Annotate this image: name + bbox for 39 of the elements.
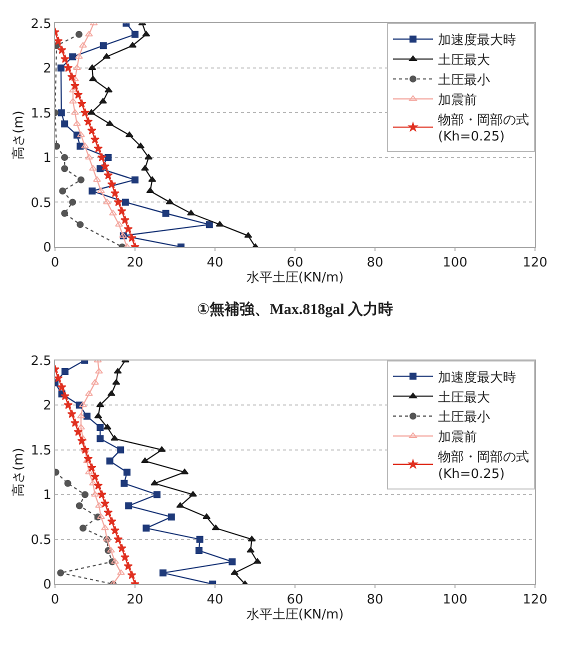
y-axis-title: 高さ(m): [10, 110, 27, 160]
legend-label: 土圧最小: [438, 73, 490, 88]
legend-label: 土圧最大: [438, 390, 490, 406]
x-tick-label: 80: [366, 256, 384, 271]
y-axis-title: 高さ(m): [10, 448, 27, 497]
x-axis-title: 水平土圧(KN/m): [246, 270, 344, 286]
y-tick-label: 1: [43, 488, 52, 504]
y-tick-label: 0.5: [30, 532, 52, 548]
x-tick-label: 60: [286, 256, 304, 271]
x-tick-label: 40: [206, 592, 224, 608]
y-tick-label: 0.5: [30, 196, 52, 211]
legend-label: 物部・岡部の式 (Kh=0.25): [438, 112, 529, 145]
y-tick-label: 2: [43, 398, 52, 414]
x-tick-label: 120: [522, 592, 548, 608]
x-axis-title: 水平土圧(KN/m): [246, 608, 344, 623]
y-tick-label: 2.5: [30, 354, 52, 369]
x-tick-label: 60: [286, 592, 304, 608]
legend-label: 土圧最小: [438, 410, 490, 426]
x-tick-label: 40: [206, 256, 224, 271]
y-tick-label: 1: [43, 150, 52, 166]
legend-label: 加速度最大時: [438, 369, 516, 386]
y-tick-label: 0: [43, 578, 52, 593]
y-tick-label: 2: [43, 61, 52, 76]
y-tick-label: 1.5: [30, 443, 52, 458]
y-tick-label: 1.5: [30, 106, 52, 122]
legend-label: 加速度最大時: [438, 32, 516, 48]
x-tick-label: 100: [442, 256, 468, 271]
x-tick-label: 20: [126, 256, 144, 271]
y-tick-label: 2.5: [30, 16, 52, 32]
legend-label: 加震前: [438, 430, 477, 446]
y-tick-label: 0: [43, 240, 52, 256]
x-tick-label: 100: [442, 592, 468, 608]
legend-label: 加震前: [438, 92, 477, 108]
x-tick-label: 80: [366, 592, 384, 608]
x-tick-label: 120: [522, 256, 548, 271]
text: ①無補強、Max.818gal 入力時: [197, 301, 394, 318]
legend-label: 物部・岡部の式 (Kh=0.25): [438, 450, 529, 482]
legend-label: 土圧最大: [438, 53, 490, 68]
x-tick-label: 20: [126, 592, 144, 608]
